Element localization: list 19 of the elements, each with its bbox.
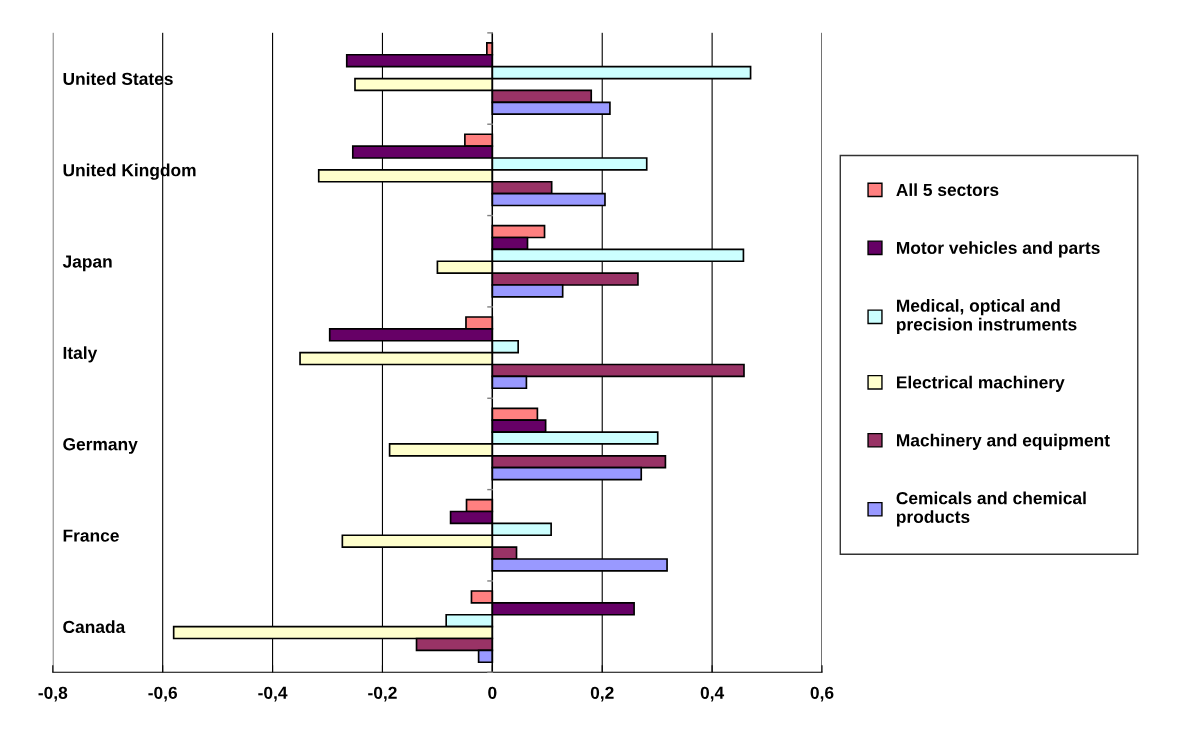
x-tick-label: 0	[488, 686, 497, 699]
x-tick-label: -0,2	[368, 686, 397, 702]
y-tick-label: Germany	[63, 438, 138, 454]
x-tick-label: 0,2	[590, 686, 614, 702]
y-tick-label: France	[63, 529, 119, 542]
x-tick-label: -0,4	[258, 686, 288, 702]
legend-label: Electrical machinery	[897, 375, 1065, 392]
legend-label: Machinery and equipment	[897, 433, 1110, 450]
legend-label: All 5 sectors	[896, 183, 999, 197]
legend-label: Cemicals and chemical products	[896, 491, 1086, 527]
y-tick-label: Canada	[63, 620, 126, 634]
x-tick-label: -0,8	[38, 686, 68, 702]
x-tick-label: 0,6	[810, 686, 834, 702]
x-tick-label: 0,4	[700, 686, 725, 702]
legend-label: Motor vehicles and parts	[897, 241, 1100, 258]
y-tick-label: Italy	[63, 346, 98, 363]
y-tick-label: Japan	[62, 255, 112, 272]
x-tick-label: -0,6	[148, 686, 178, 702]
legend-label: Medical, optical and precision instruments	[896, 299, 1077, 334]
